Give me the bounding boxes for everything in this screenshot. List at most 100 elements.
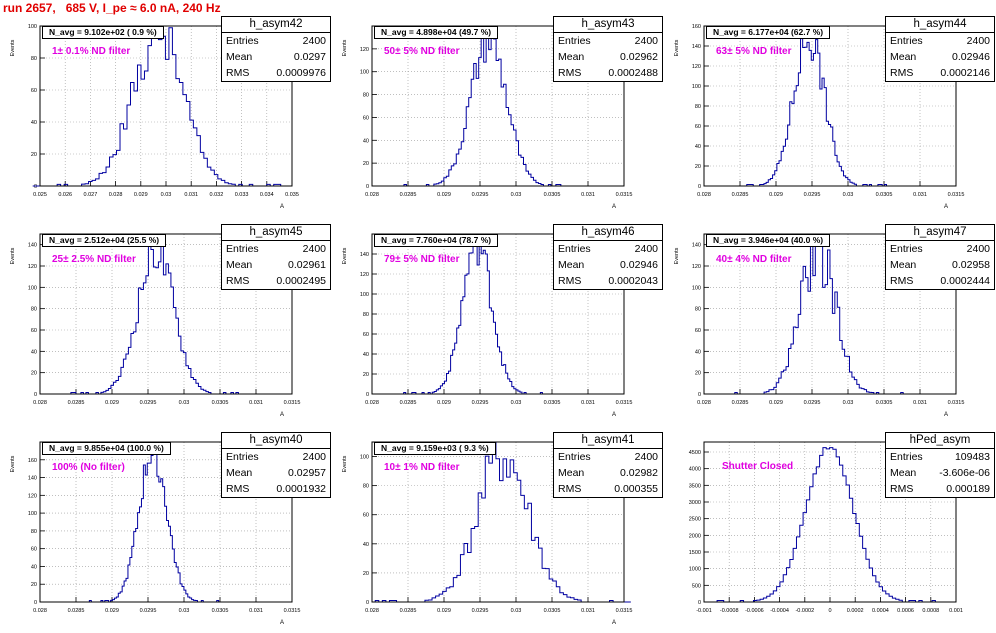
y-tick-label: 0 (698, 184, 701, 190)
stats-mean-row: Mean 0.02962 (554, 49, 662, 65)
stats-label: Entries (890, 35, 923, 47)
y-tick-label: 3000 (689, 500, 701, 506)
x-axis-title: A (280, 412, 284, 418)
x-axis-title: A (944, 204, 948, 210)
y-tick-label: 20 (31, 582, 37, 588)
stats-label: Entries (226, 35, 259, 47)
stats-mean-value: 0.02962 (620, 51, 658, 63)
stats-entries-row: Entries 2400 (886, 241, 994, 257)
x-tick-label: -0.0004 (770, 608, 789, 614)
x-tick-label: 0.029 (437, 400, 451, 406)
histogram-svg: 0.028 0.0285 0.029 0.0295 0.03 0.0305 0.031 0.0… (342, 25, 632, 210)
stats-box: h_asym43 Entries 2400 Mean 0.02962 RMS 0.00024… (553, 16, 663, 82)
y-tick-label: 60 (695, 328, 701, 334)
x-tick-label: 0.0002 (847, 608, 864, 614)
y-tick-label: 120 (360, 272, 369, 278)
stats-entries-row: Entries 2400 (222, 449, 330, 465)
x-tick-label: 0.029 (134, 192, 148, 198)
x-tick-label: 0.033 (235, 192, 249, 198)
y-tick-label: 80 (31, 56, 37, 62)
stats-label: RMS (890, 483, 914, 495)
histogram-panel-h_asym44: 0.028 0.0285 0.029 0.0295 0.03 0.0305 0.031 0.0… (664, 12, 996, 217)
stats-histogram-name: h_asym44 (886, 17, 994, 33)
histogram-panel-h_asym45: 0.028 0.0285 0.029 0.0295 0.03 0.0305 0.031 0.0… (0, 220, 332, 425)
stats-label: Mean (890, 51, 917, 63)
x-tick-label: 0.028 (697, 192, 711, 198)
y-tick-label: 500 (692, 583, 701, 589)
x-tick-label: 0.0285 (400, 400, 417, 406)
x-tick-label: 0.0285 (732, 192, 749, 198)
stats-mean-value: 0.02961 (288, 259, 326, 271)
stats-label: RMS (558, 67, 582, 79)
stats-box: h_asym45 Entries 2400 Mean 0.02961 RMS 0.00024… (221, 224, 331, 290)
stats-entries-value: 2400 (302, 35, 326, 47)
y-tick-label: 160 (692, 24, 701, 30)
y-tick-label: 3500 (689, 483, 701, 489)
x-tick-label: 0.03 (843, 400, 854, 406)
stats-entries-row: Entries 2400 (554, 449, 662, 465)
filter-label: 10± 1% ND filter (384, 462, 460, 473)
x-tick-label: -0.0006 (745, 608, 764, 614)
y-axis-title: Events (10, 247, 16, 264)
navg-label: N_avg = 3.946e+04 (40.0 %) (706, 234, 831, 247)
stats-label: RMS (890, 67, 914, 79)
stats-label: Entries (890, 451, 923, 463)
stats-label: Mean (558, 467, 585, 479)
stats-entries-value: 109483 (954, 451, 990, 463)
y-tick-label: 4000 (689, 467, 701, 473)
x-tick-label: 0.0295 (472, 400, 489, 406)
y-tick-label: 20 (695, 371, 701, 377)
y-tick-label: 0 (366, 600, 369, 606)
histogram-svg: 0.028 0.0285 0.029 0.0295 0.03 0.0305 0.031 0.0… (342, 233, 632, 418)
y-tick-label: 100 (360, 70, 369, 76)
y-tick-label: 4500 (689, 450, 701, 456)
histogram-panel-h_asym40: 0.028 0.0285 0.029 0.0295 0.03 0.0305 0.031 0.0… (0, 428, 332, 633)
histogram-panel-h_asym41: 0.028 0.0285 0.029 0.0295 0.03 0.0305 0.031 0.0… (332, 428, 664, 633)
x-axis-title: A (280, 204, 284, 210)
y-tick-label: 60 (363, 332, 369, 338)
stats-label: Mean (890, 259, 917, 271)
stats-mean-row: Mean 0.02946 (554, 257, 662, 273)
stats-entries-value: 2400 (634, 35, 658, 47)
stats-rms-value: 0.0002488 (608, 67, 658, 79)
y-tick-label: 1000 (689, 567, 701, 573)
stats-rms-value: 0.0002043 (608, 275, 658, 287)
x-tick-label: 0.031 (184, 192, 198, 198)
stats-histogram-name: hPed_asym (886, 433, 994, 449)
stats-rms-value: 0.0002495 (276, 275, 326, 287)
y-tick-label: 20 (363, 571, 369, 577)
y-tick-label: 140 (28, 243, 37, 249)
y-tick-label: 100 (28, 511, 37, 517)
y-tick-label: 120 (28, 264, 37, 270)
x-tick-label: 0.031 (913, 400, 927, 406)
stats-label: RMS (226, 275, 250, 287)
y-tick-label: 120 (692, 264, 701, 270)
y-tick-label: 120 (28, 493, 37, 499)
stats-entries-row: Entries 2400 (554, 241, 662, 257)
y-tick-label: 80 (695, 104, 701, 110)
stats-entries-value: 2400 (966, 243, 990, 255)
y-tick-label: 20 (31, 371, 37, 377)
y-tick-label: 0 (698, 600, 701, 606)
x-tick-label: 0.028 (33, 608, 47, 614)
stats-mean-row: Mean 0.02961 (222, 257, 330, 273)
histogram-panel-h_asym43: 0.028 0.0285 0.029 0.0295 0.03 0.0305 0.031 0.0… (332, 12, 664, 217)
x-tick-label: 0.028 (33, 400, 47, 406)
stats-entries-value: 2400 (302, 451, 326, 463)
x-tick-label: 0.0295 (804, 400, 821, 406)
x-tick-label: 0.0315 (284, 608, 301, 614)
stats-rms-row: RMS 0.0009976 (222, 65, 330, 81)
plot-frame (39, 25, 293, 187)
x-tick-label: 0.025 (33, 192, 47, 198)
y-tick-label: 60 (363, 115, 369, 121)
x-tick-label: 0.026 (58, 192, 72, 198)
navg-label: N_avg = 2.512e+04 (25.5 %) (42, 234, 167, 247)
stats-histogram-name: h_asym47 (886, 225, 994, 241)
histogram-curve (731, 38, 888, 187)
x-tick-label: 0.0315 (948, 192, 965, 198)
y-tick-label: 140 (692, 243, 701, 249)
stats-label: Mean (226, 467, 253, 479)
y-axis-title: Events (10, 455, 16, 472)
y-axis-title: Events (674, 247, 680, 264)
x-tick-label: 0.0285 (732, 400, 749, 406)
